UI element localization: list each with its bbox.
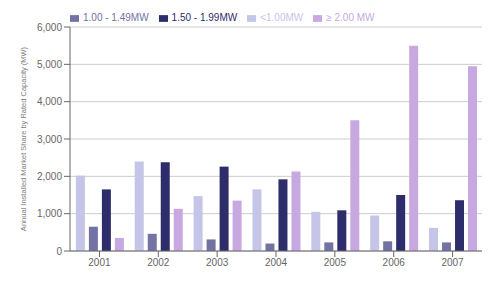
svg-text:2,000: 2,000	[37, 171, 62, 182]
svg-text:2001: 2001	[88, 257, 111, 268]
svg-text:2007: 2007	[441, 257, 464, 268]
svg-text:3,000: 3,000	[37, 134, 62, 145]
svg-text:6,000: 6,000	[37, 22, 62, 33]
svg-text:Annual Installed Market Share: Annual Installed Market Share by Rated C…	[19, 46, 28, 231]
html-text:1.00 - 1.49MW: 1.00 - 1.49MW	[83, 12, 149, 23]
html-text:≥ 2.00 MW: ≥ 2.00 MW	[326, 12, 375, 23]
svg-text:2004: 2004	[265, 257, 288, 268]
html-text:<1.00MW: <1.00MW	[260, 12, 304, 23]
svg-text:4,000: 4,000	[37, 96, 62, 107]
svg-text:2002: 2002	[147, 257, 170, 268]
svg-text:2005: 2005	[324, 257, 347, 268]
html-text:1.50 - 1.99MW: 1.50 - 1.99MW	[171, 12, 238, 23]
svg-text:5,000: 5,000	[37, 59, 62, 70]
svg-text:0: 0	[56, 246, 62, 257]
svg-text:2006: 2006	[383, 257, 406, 268]
svg-text:2003: 2003	[206, 257, 229, 268]
svg-text:1,000: 1,000	[37, 208, 62, 219]
